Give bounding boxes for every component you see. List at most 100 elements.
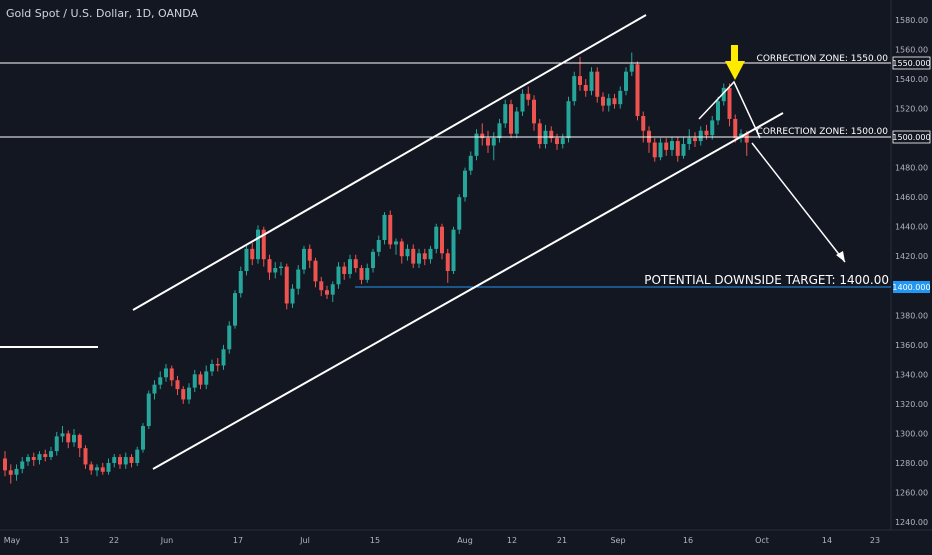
candle <box>624 67 628 96</box>
candle <box>250 242 255 266</box>
time-tick-label: 16 <box>683 536 693 545</box>
candle <box>606 93 611 112</box>
symbol-title: Gold Spot / U.S. Dollar, 1D, OANDA <box>6 7 199 20</box>
channel-lower-trendline[interactable] <box>152 112 784 470</box>
candle <box>152 380 157 400</box>
candle-body <box>474 133 479 156</box>
candle <box>330 281 335 303</box>
candle-body <box>635 64 640 116</box>
candle <box>198 371 203 390</box>
downside-target-label: POTENTIAL DOWNSIDE TARGET: 1400.00 <box>644 273 889 287</box>
candle-body <box>744 133 749 143</box>
time-tick-label: 17 <box>233 536 243 545</box>
candle <box>261 226 266 267</box>
candle <box>215 358 220 372</box>
candle <box>204 365 209 390</box>
candle <box>411 244 416 269</box>
svg-text:1550.000: 1550.000 <box>892 59 930 68</box>
candle <box>95 464 99 477</box>
candle <box>468 151 473 176</box>
candle <box>187 383 191 404</box>
candle-body <box>595 71 600 97</box>
candle <box>463 167 467 202</box>
candle <box>480 123 485 146</box>
candle <box>716 96 720 125</box>
candle-body <box>520 93 525 112</box>
candle-body <box>509 104 513 134</box>
candle <box>31 452 36 466</box>
candle-body <box>267 259 272 273</box>
time-tick-label: Sep <box>610 536 625 545</box>
price-tick-label: 1380.00 <box>895 311 928 320</box>
candle-body <box>652 142 657 158</box>
candle <box>273 262 278 279</box>
candle <box>497 118 502 143</box>
candle-body <box>560 138 565 145</box>
price-tick-label: 1240.00 <box>895 518 928 527</box>
candle <box>244 245 249 276</box>
candle-body <box>549 130 554 139</box>
candle-body <box>526 93 531 100</box>
candle-body <box>670 141 674 150</box>
candle-body <box>704 130 709 136</box>
candle-body <box>14 468 19 475</box>
candle-body <box>198 374 203 385</box>
candle <box>560 133 565 149</box>
candle-body <box>233 293 237 326</box>
candle-body <box>583 84 588 91</box>
candle-body <box>330 284 335 295</box>
price-scale-panel[interactable] <box>891 0 932 550</box>
candle <box>3 451 7 477</box>
price-badge-1550: 1550.000 <box>892 56 931 70</box>
candle-body <box>675 141 680 156</box>
candle <box>290 284 295 308</box>
candle <box>221 344 226 370</box>
candle-body <box>118 457 122 465</box>
candle-body <box>681 144 686 156</box>
downside-arrow-head <box>836 251 845 262</box>
candle-body <box>31 457 36 460</box>
candle <box>141 423 145 453</box>
time-tick-label: 14 <box>822 536 832 545</box>
candle <box>54 431 59 456</box>
price-badge-1500: 1500.000 <box>892 130 931 144</box>
candle <box>514 107 519 139</box>
downside-arrow-line[interactable] <box>751 142 846 263</box>
candle-body <box>624 71 628 91</box>
candle-body <box>376 239 381 252</box>
candle-body <box>388 214 393 245</box>
candle <box>635 61 640 121</box>
candle <box>89 461 94 475</box>
candle-body <box>164 368 168 378</box>
price-tick-label: 1580.00 <box>895 16 928 25</box>
candle <box>440 223 444 260</box>
pattern-zigzag[interactable] <box>698 80 761 139</box>
candle-body <box>123 457 128 465</box>
time-tick-label: 21 <box>557 536 567 545</box>
candle <box>49 446 53 460</box>
candle <box>394 238 398 255</box>
candle <box>698 126 703 146</box>
candle <box>509 99 513 139</box>
candle <box>733 114 738 143</box>
candle <box>135 446 140 466</box>
candle <box>313 257 318 288</box>
channel-upper-trendline[interactable] <box>132 14 647 311</box>
candle-body <box>307 248 312 261</box>
candle-body <box>158 377 163 385</box>
candle-body <box>555 138 559 145</box>
candle <box>20 457 25 474</box>
candle <box>670 136 674 156</box>
candle-body <box>77 434 82 449</box>
candle-body <box>325 290 329 295</box>
price-tick-label: 1540.00 <box>895 75 928 84</box>
candle <box>727 83 732 127</box>
time-tick-label: Aug <box>457 536 473 545</box>
candle <box>129 454 134 468</box>
candle-body <box>49 451 53 458</box>
candle <box>319 276 324 297</box>
candle-body <box>135 449 140 463</box>
candle-body <box>192 374 197 388</box>
